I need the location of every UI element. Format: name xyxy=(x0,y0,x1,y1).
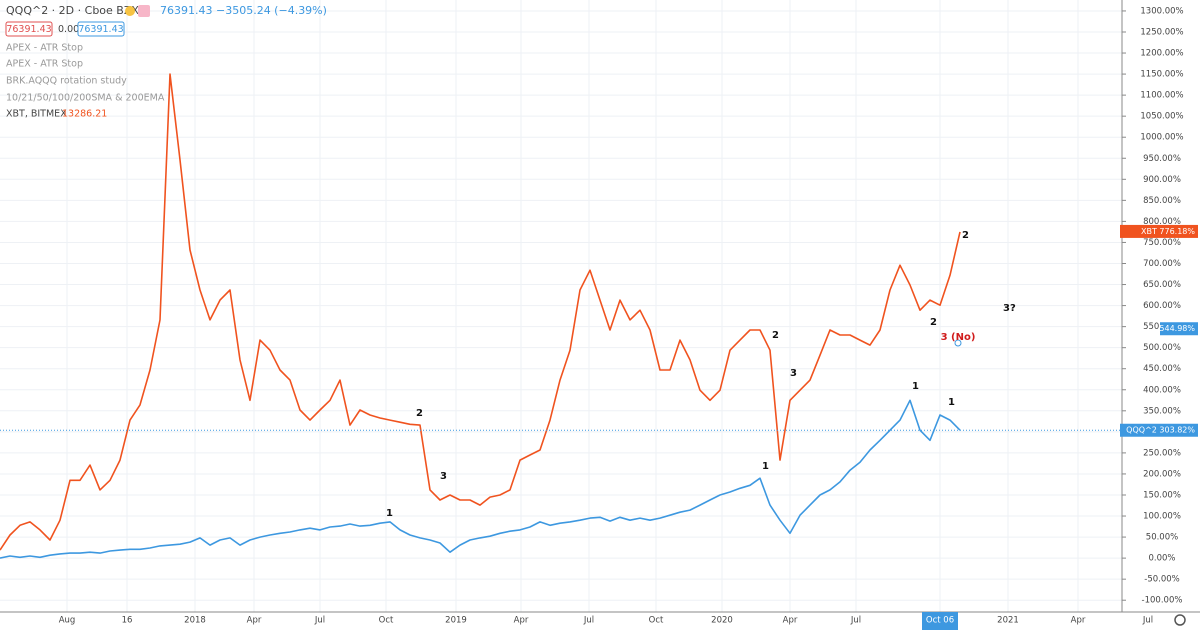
study: 10/21/50/100/200SMA & 200EMA xyxy=(6,93,165,104)
compare-value: 13286.21 xyxy=(62,109,107,120)
value-label: 544.98% xyxy=(1159,324,1195,333)
y-tick-label: 850.00% xyxy=(1143,196,1181,206)
x-tick-label: Apr xyxy=(783,616,798,626)
y-axis-panel xyxy=(1122,0,1200,612)
annotation: 2 xyxy=(930,317,937,328)
quote: 76391.43 −3505.24 (−4.39%) xyxy=(160,4,327,17)
y-tick-label: 950.00% xyxy=(1143,154,1181,164)
y-tick-label: 1200.00% xyxy=(1140,49,1183,59)
x-tick-label: Jul xyxy=(1142,616,1153,626)
x-tick-label: Aug xyxy=(59,616,76,626)
annotation: 3 xyxy=(790,368,797,379)
y-tick-label: 600.00% xyxy=(1143,301,1181,311)
annotation: 2 xyxy=(962,230,969,241)
series-line xyxy=(0,399,961,559)
y-tick-label: 200.00% xyxy=(1143,469,1181,479)
y-tick-label: 1100.00% xyxy=(1140,91,1183,101)
x-tick-label: 2019 xyxy=(445,616,467,626)
x-tick-label: Jul xyxy=(314,616,325,626)
y-tick-label: 250.00% xyxy=(1143,448,1181,458)
y-tick-label: 150.00% xyxy=(1143,490,1181,500)
value-label-bg xyxy=(1120,224,1198,238)
x-tick-label: Apr xyxy=(247,616,262,626)
y-tick-label: 1050.00% xyxy=(1140,112,1183,122)
value-label: QQQ^2 303.82% xyxy=(1126,426,1195,435)
x-tick-label: 2020 xyxy=(711,616,733,626)
y-tick-label: 1000.00% xyxy=(1140,133,1183,143)
crosshair-label-bg xyxy=(922,612,958,630)
icon xyxy=(125,6,135,16)
x-tick-label: Oct xyxy=(379,616,394,626)
series-line xyxy=(0,73,961,551)
y-tick-label: 900.00% xyxy=(1143,175,1181,185)
x-tick-label: Apr xyxy=(1071,616,1086,626)
box xyxy=(5,21,53,37)
header: QQQ^2 · 2D · Cboe BZX 76391.43 −3505.24 … xyxy=(5,4,1186,626)
y-tick-label: 400.00% xyxy=(1143,385,1181,395)
compare: XBT, BITMEX xyxy=(6,109,67,120)
y-tick-label: 1300.00% xyxy=(1140,6,1183,16)
x-tick-label: Oct 06 xyxy=(926,616,954,626)
x-tick-label: 16 xyxy=(122,616,133,626)
symbol-title: QQQ^2 · 2D · Cboe BZX xyxy=(6,4,139,17)
settings-icon[interactable] xyxy=(1174,614,1186,626)
annotation: 1 xyxy=(762,461,769,472)
y-tick-label: 800.00% xyxy=(1143,217,1181,227)
study: APEX - ATR Stop xyxy=(6,43,83,54)
value-label-bg xyxy=(1160,322,1198,336)
y-tick-label: 0.00% xyxy=(1148,554,1175,564)
marker xyxy=(954,339,962,347)
annotation: 1 xyxy=(386,508,393,519)
annotation: 2 xyxy=(416,408,423,419)
value-label-bg xyxy=(1120,423,1198,437)
y-tick-label: 450.00% xyxy=(1143,364,1181,374)
y-tick-label: -50.00% xyxy=(1144,575,1179,585)
axes: 1300.00%1250.00%1200.00%1150.00%1100.00%… xyxy=(59,6,1198,630)
y-tick-label: 650.00% xyxy=(1143,280,1181,290)
x-tick-label: 2018 xyxy=(184,616,206,626)
x-tick-label: Jul xyxy=(850,616,861,626)
box-text: 0.00 xyxy=(58,24,79,35)
study: APEX - ATR Stop xyxy=(6,59,83,70)
annotation: 1 xyxy=(912,381,919,392)
value-label: XBT 776.18% xyxy=(1141,227,1195,236)
plot: 2 3 1 1 2 3 1 1 2 2 3 (No) 3? xyxy=(0,73,1122,559)
grid xyxy=(0,0,1122,612)
y-tick-label: -100.00% xyxy=(1142,596,1183,606)
y-tick-label: 500.00% xyxy=(1143,343,1181,353)
annotation: 1 xyxy=(948,397,955,408)
box xyxy=(77,21,125,37)
x-tick-label: Jul xyxy=(583,616,594,626)
y-tick-label: 100.00% xyxy=(1143,512,1181,522)
x-tick-label: Oct xyxy=(649,616,664,626)
annotation: 3 (No) xyxy=(941,332,976,343)
icon xyxy=(138,5,150,17)
annotation: 2 xyxy=(772,330,779,341)
y-tick-label: 1250.00% xyxy=(1140,27,1183,37)
y-tick-label: 700.00% xyxy=(1143,259,1181,269)
x-axis-panel xyxy=(0,612,1200,630)
y-tick-label: 50.00% xyxy=(1146,533,1178,543)
y-tick-label: 350.00% xyxy=(1143,406,1181,416)
y-tick-label: 750.00% xyxy=(1143,238,1181,248)
annotation: 3 xyxy=(440,471,447,482)
box-text: 76391.43 xyxy=(78,24,123,35)
study: BRK.AQQQ rotation study xyxy=(6,76,127,87)
box-text: 76391.43 xyxy=(6,24,51,35)
x-tick-label: 2021 xyxy=(997,616,1019,626)
y-tick-label: 1150.00% xyxy=(1140,70,1183,80)
x-tick-label: Apr xyxy=(514,616,529,626)
annotation: 3? xyxy=(1003,303,1016,314)
